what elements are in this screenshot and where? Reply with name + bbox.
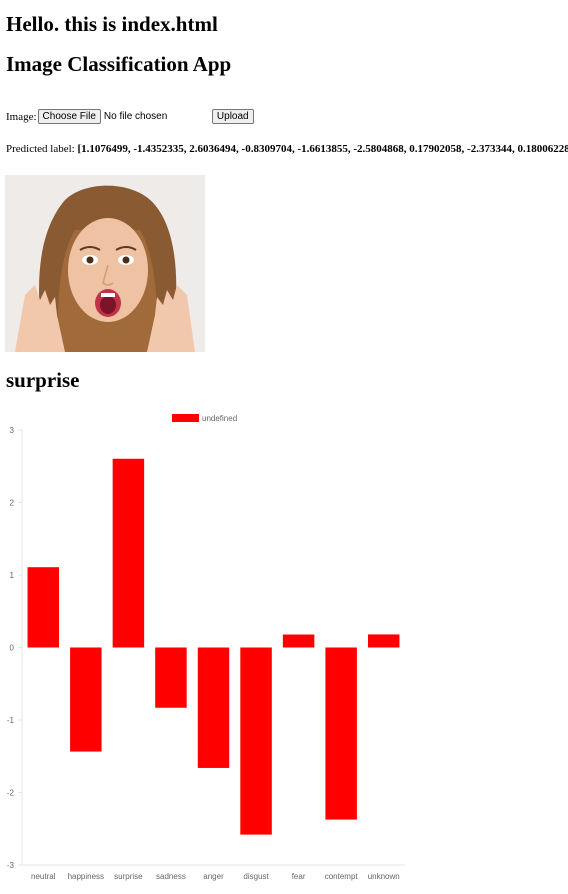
bar-disgust bbox=[240, 647, 272, 835]
x-tick-label: happiness bbox=[68, 872, 104, 881]
bar-contempt bbox=[325, 647, 357, 820]
x-tick-label: sadness bbox=[156, 872, 186, 881]
upload-form: Image: Choose File No file chosen Upload bbox=[6, 109, 254, 124]
x-tick-label: fear bbox=[292, 872, 306, 881]
face-illustration bbox=[5, 175, 205, 352]
x-tick-label: anger bbox=[203, 872, 224, 881]
y-tick-label: -2 bbox=[7, 789, 15, 798]
bar-happiness bbox=[70, 647, 102, 752]
x-tick-label: unknown bbox=[368, 872, 400, 881]
bar-sadness bbox=[155, 647, 187, 708]
bar-neutral bbox=[27, 567, 60, 648]
file-status: No file chosen bbox=[103, 111, 168, 122]
prediction-bar-chart: undefined 3 2 1 0 -1 -2 -3 neutral happiness sur… bbox=[7, 414, 405, 881]
y-tick-label: 1 bbox=[10, 571, 15, 580]
image-label: Image: bbox=[6, 110, 37, 123]
choose-file-button[interactable]: Choose File bbox=[37, 109, 101, 124]
y-tick-label: -1 bbox=[7, 716, 15, 725]
predicted-class-heading: surprise bbox=[6, 368, 80, 392]
bar-surprise bbox=[112, 458, 145, 648]
x-tick-label: disgust bbox=[243, 872, 269, 881]
hello-heading: Hello. this is index.html bbox=[6, 12, 218, 36]
bar-unknown bbox=[367, 634, 400, 648]
bar-fear bbox=[282, 634, 315, 648]
bar-anger bbox=[197, 647, 230, 768]
app-title: Image Classification App bbox=[6, 52, 232, 76]
uploaded-image bbox=[5, 175, 205, 352]
prediction-label: Predicted label: bbox=[6, 143, 75, 155]
prediction-values: [1.1076499, -1.4352335, 2.6036494, -0.83… bbox=[77, 143, 568, 155]
upload-button[interactable]: Upload bbox=[211, 109, 254, 124]
prediction-line: Predicted label: [1.1076499, -1.4352335,… bbox=[6, 143, 568, 155]
x-tick-label: neutral bbox=[31, 872, 56, 881]
y-tick-label: 0 bbox=[10, 644, 15, 653]
legend-label: undefined bbox=[202, 414, 237, 423]
y-tick-label: 2 bbox=[10, 499, 15, 508]
legend-swatch bbox=[172, 414, 199, 422]
y-tick-label: 3 bbox=[10, 426, 15, 435]
x-tick-label: contempt bbox=[325, 872, 359, 881]
x-tick-label: surprise bbox=[114, 872, 143, 881]
y-tick-label: -3 bbox=[7, 861, 15, 870]
